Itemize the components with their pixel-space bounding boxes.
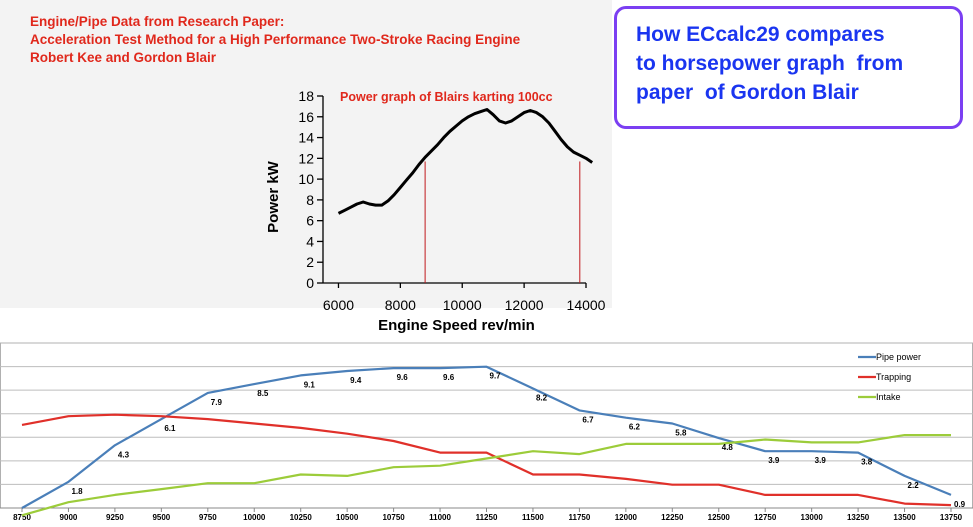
comparison-callout: How ECcalc29 compares to horsepower grap… xyxy=(614,6,963,129)
data-label: 0.9 xyxy=(954,500,966,509)
y-tick-label: 12 xyxy=(298,150,314,166)
data-label: 6.2 xyxy=(629,423,641,432)
x-tick-label: 6000 xyxy=(323,297,354,313)
series-line-intake xyxy=(21,434,951,517)
paper-title: Engine/Pipe Data from Research Paper: Ac… xyxy=(30,13,520,67)
x-tick-label: 10750 xyxy=(382,513,405,522)
data-label: 4.8 xyxy=(722,443,734,452)
x-tick-label: 10250 xyxy=(290,513,313,522)
paper-title-line-3: Robert Kee and Gordon Blair xyxy=(30,50,217,65)
series-line-pipe-power xyxy=(21,365,952,509)
x-axis-label: Engine Speed rev/min xyxy=(378,317,535,334)
y-tick-label: 4 xyxy=(306,233,314,249)
x-tick-label: 12000 xyxy=(615,513,638,522)
legend-label: Trapping xyxy=(876,372,911,382)
x-tick-label: 11500 xyxy=(522,513,544,522)
x-tick-label: 14000 xyxy=(567,297,606,313)
paper-background xyxy=(0,0,612,308)
x-tick-label: 11250 xyxy=(476,513,498,522)
paper-title-line-1: Engine/Pipe Data from Research Paper: xyxy=(30,14,285,29)
y-tick-label: 18 xyxy=(298,88,314,104)
y-tick-label: 6 xyxy=(306,213,314,229)
blair-power-chart: 0 2 4 6 8 10 12 14 16 18 6000 8000 10000 12000 14000 Po… xyxy=(265,88,606,334)
x-tick-label: 13000 xyxy=(801,513,824,522)
data-label: 9.6 xyxy=(397,373,409,382)
data-label: 3.9 xyxy=(815,456,827,465)
data-label: 9.4 xyxy=(350,376,362,385)
x-tick-label: 13500 xyxy=(893,513,916,522)
data-label: 9.1 xyxy=(304,380,316,389)
x-tick-label: 10500 xyxy=(336,513,359,522)
data-label: 2.2 xyxy=(908,481,920,490)
y-tick-label: 8 xyxy=(306,192,314,208)
y-tick-label: 14 xyxy=(298,130,314,146)
x-tick-label: 10000 xyxy=(443,297,482,313)
plot-area xyxy=(0,342,973,509)
x-tick-label: 9500 xyxy=(152,513,170,522)
data-label: 6.1 xyxy=(164,424,176,433)
y-tick-label: 2 xyxy=(306,254,314,270)
data-label: 9.6 xyxy=(443,373,455,382)
y-tick-label: 10 xyxy=(298,171,314,187)
x-tick-label: 9750 xyxy=(199,513,217,522)
x-tick-label: 13750 xyxy=(940,513,963,522)
x-tick-label: 9000 xyxy=(60,513,78,522)
x-tick-label: 9250 xyxy=(106,513,124,522)
power-curve xyxy=(337,108,594,215)
chart-title: Power graph of Blairs karting 100cc xyxy=(340,90,553,104)
eccalc-comparison-chart: 8750 9000 9250 9500 9750 10000 10250 10500 10750… xyxy=(0,342,973,522)
x-tick-label: 13250 xyxy=(847,513,870,522)
data-label: 1.8 xyxy=(71,487,83,496)
legend-label: Intake xyxy=(876,392,901,402)
x-tick-label: 11750 xyxy=(568,513,590,522)
legend-label: Pipe power xyxy=(876,352,921,362)
data-label: 7.9 xyxy=(211,398,223,407)
data-label: 8.5 xyxy=(257,389,269,398)
y-axis-label: Power kW xyxy=(265,160,282,233)
x-tick-label: 10000 xyxy=(243,513,266,522)
series-line-trapping xyxy=(21,413,952,507)
x-tick-label: 8750 xyxy=(13,513,31,522)
x-tick-label: 11000 xyxy=(429,513,451,522)
data-label: 8.2 xyxy=(536,394,548,403)
paper-title-line-2: Acceleration Test Method for a High Perf… xyxy=(30,32,521,47)
y-tick-label: 0 xyxy=(306,275,314,291)
y-tick-label: 16 xyxy=(298,109,314,125)
data-label: 9.7 xyxy=(490,372,502,381)
data-label: 5.8 xyxy=(675,428,687,437)
data-label: 4.3 xyxy=(118,450,130,459)
callout-text: How ECcalc29 compares to horsepower grap… xyxy=(636,23,904,104)
x-tick-label: 12250 xyxy=(661,513,684,522)
x-tick-label: 12000 xyxy=(505,297,544,313)
data-label: 3.9 xyxy=(768,456,780,465)
x-tick-label: 12750 xyxy=(754,513,777,522)
x-tick-label: 12500 xyxy=(708,513,731,522)
data-label: 6.7 xyxy=(582,415,594,424)
data-label: 3.8 xyxy=(861,458,873,467)
x-tick-label: 8000 xyxy=(385,297,416,313)
